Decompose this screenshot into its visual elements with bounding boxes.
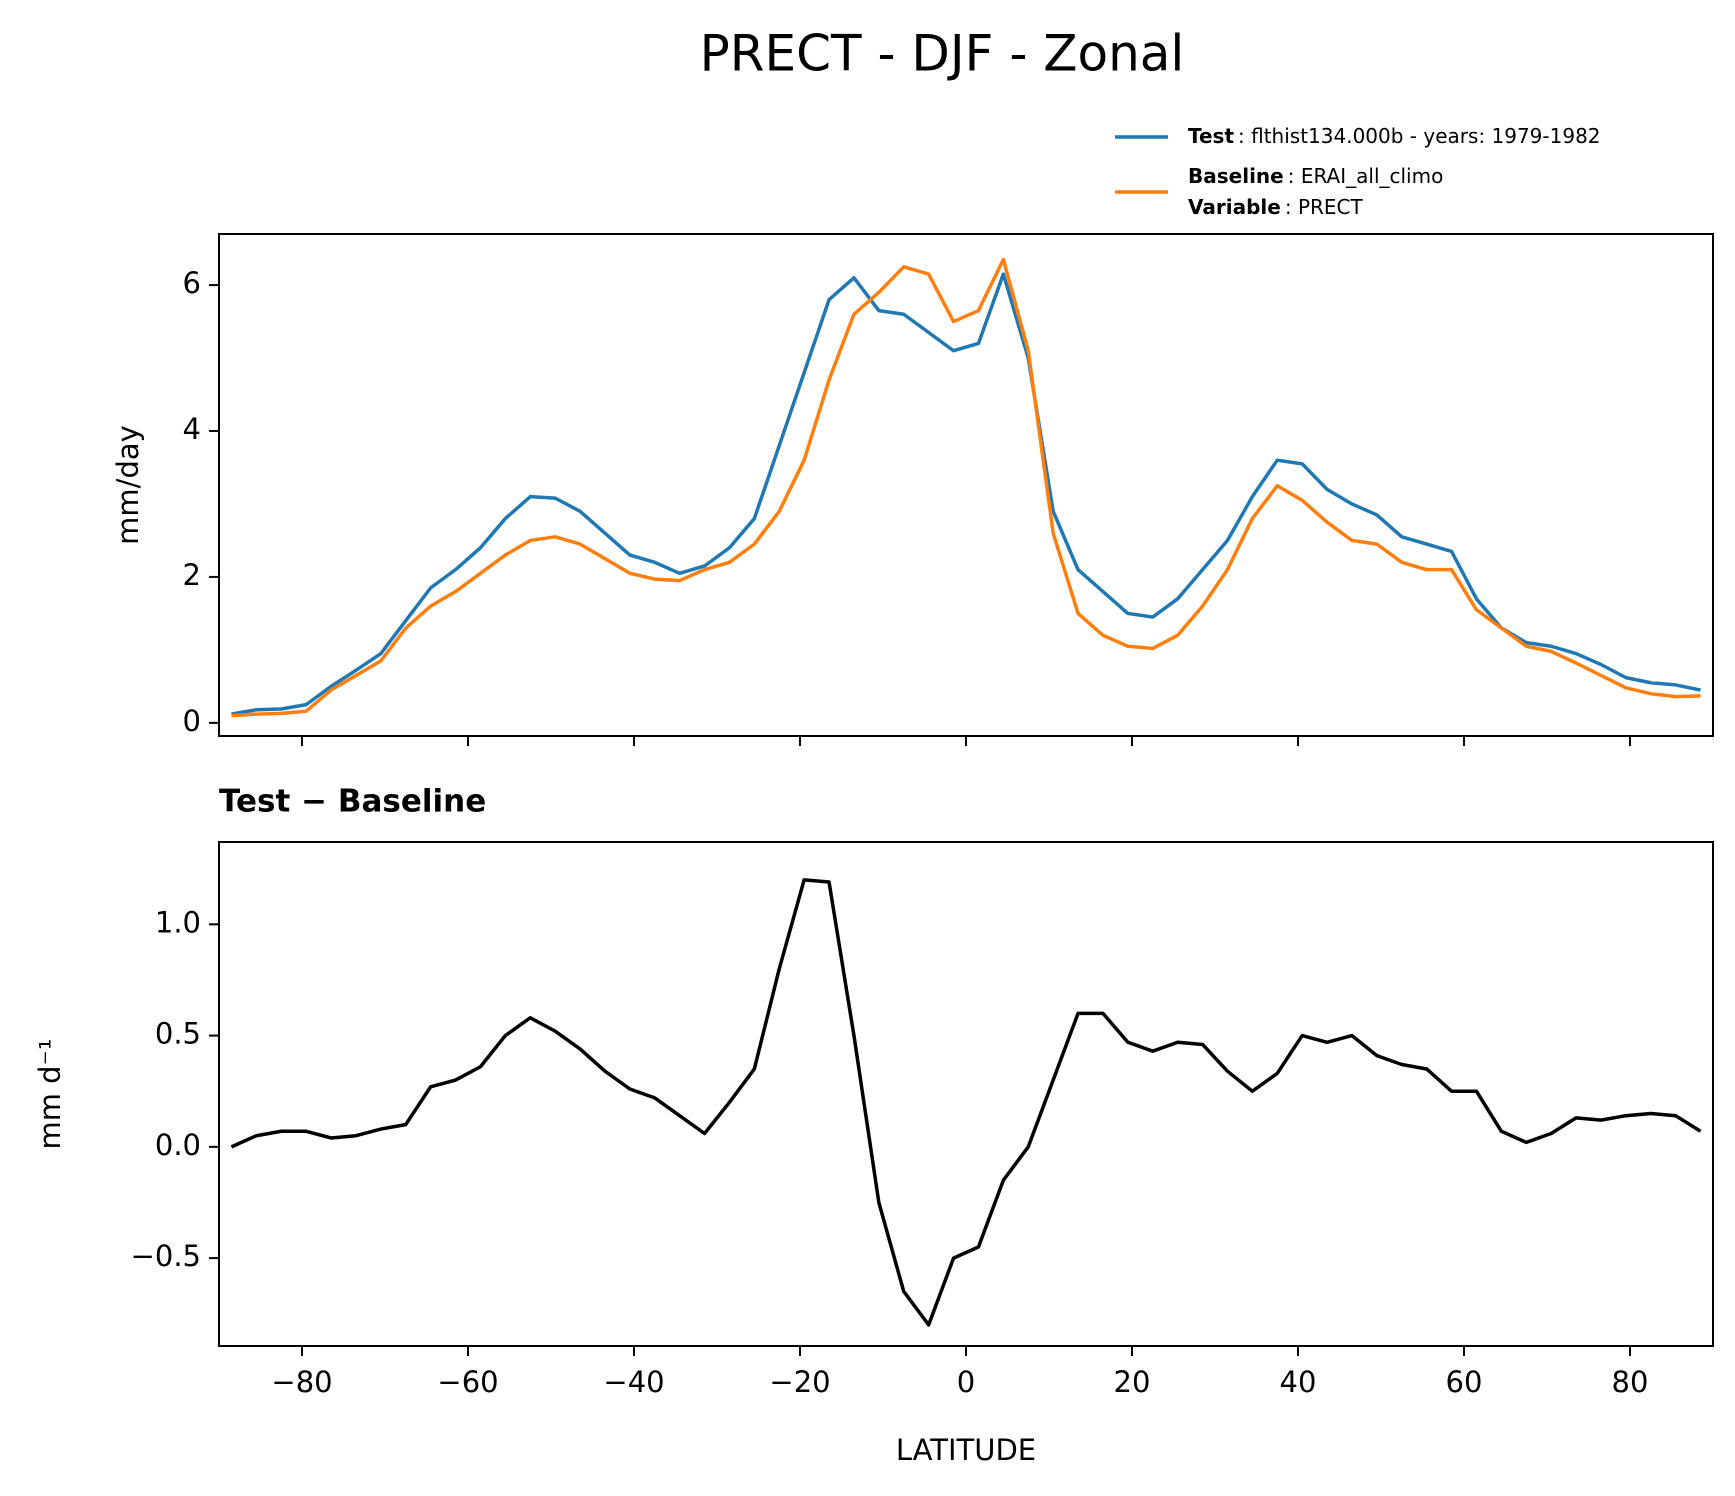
y-tick-label: 0.0 bbox=[155, 1128, 201, 1162]
x-axis-label: LATITUDE bbox=[896, 1433, 1036, 1467]
legend-description: : PRECT bbox=[1285, 195, 1364, 219]
legend-name: Baseline bbox=[1188, 164, 1284, 188]
y-tick-label: 1.0 bbox=[155, 905, 201, 939]
data-line bbox=[230, 878, 1702, 1327]
x-tick-label: 40 bbox=[1280, 1365, 1317, 1399]
legend-entry: Baseline: ERAI_all_climo bbox=[1188, 164, 1443, 188]
data-line bbox=[231, 272, 1701, 716]
legend-description: : flthist134.000b - years: 1979-1982 bbox=[1238, 124, 1601, 148]
x-tick-label: 0 bbox=[957, 1365, 975, 1399]
data-line bbox=[231, 257, 1701, 718]
y-axis-label: mm/day bbox=[111, 425, 145, 545]
x-tick-label: −40 bbox=[603, 1365, 664, 1399]
x-tick-label: 60 bbox=[1446, 1365, 1483, 1399]
x-tick-label: −80 bbox=[271, 1365, 332, 1399]
y-tick-label: 6 bbox=[183, 266, 201, 300]
x-tick-label: 80 bbox=[1612, 1365, 1649, 1399]
y-tick-label: 4 bbox=[183, 412, 201, 446]
x-tick-label: 20 bbox=[1114, 1365, 1151, 1399]
subplot-title: Test − Baseline bbox=[219, 784, 486, 820]
chart-title: PRECT - DJF - Zonal bbox=[700, 25, 1185, 83]
y-tick-label: −0.5 bbox=[131, 1239, 201, 1273]
y-axis-label: mm d⁻¹ bbox=[33, 1038, 67, 1149]
x-tick-label: −60 bbox=[437, 1365, 498, 1399]
legend-entry: Test: flthist134.000b - years: 1979-1982 bbox=[1188, 124, 1601, 148]
x-tick-label: −20 bbox=[769, 1365, 830, 1399]
y-tick-label: 0 bbox=[183, 704, 201, 738]
y-tick-label: 0.5 bbox=[155, 1017, 201, 1051]
legend-description: : ERAI_all_climo bbox=[1288, 164, 1444, 188]
y-tick-label: 2 bbox=[183, 558, 201, 592]
legend-name: Variable bbox=[1188, 195, 1281, 219]
legend-entry: Variable: PRECT bbox=[1188, 195, 1363, 219]
legend-name: Test bbox=[1188, 124, 1234, 148]
